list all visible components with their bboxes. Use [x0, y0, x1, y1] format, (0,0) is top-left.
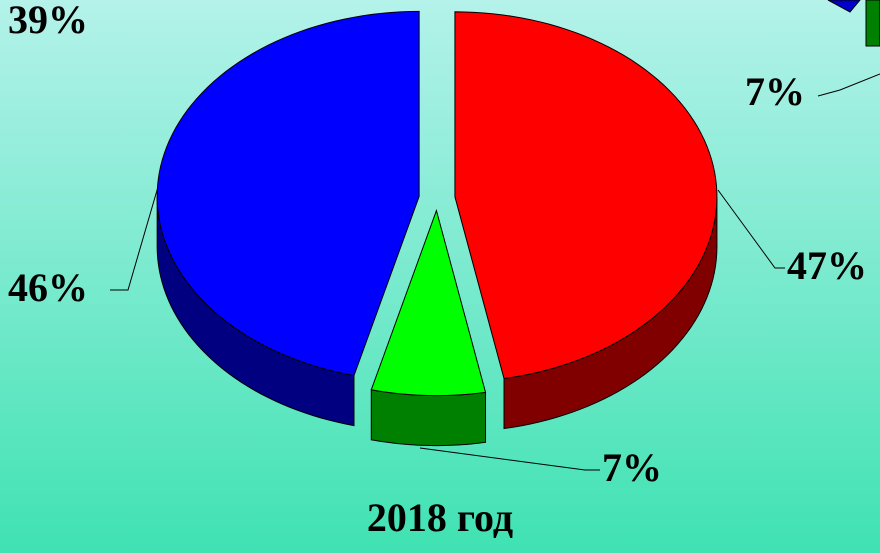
partial-slice	[827, 0, 861, 13]
slice	[370, 208, 487, 397]
chart-title: 2018 год	[367, 495, 513, 540]
slice	[454, 11, 718, 380]
leader-line	[717, 189, 785, 269]
leader-line	[817, 73, 880, 97]
slice-side	[370, 389, 487, 447]
data-label: 47%	[787, 243, 867, 288]
leader-line	[419, 447, 600, 471]
slice	[156, 10, 420, 377]
data-label: 7%	[602, 445, 662, 490]
annotation: 39%	[8, 0, 88, 42]
leader-line	[110, 179, 161, 291]
data-label: 46%	[8, 265, 88, 310]
pie	[156, 10, 718, 447]
partial-slice	[865, 0, 880, 47]
annotation: 7%	[745, 69, 805, 114]
